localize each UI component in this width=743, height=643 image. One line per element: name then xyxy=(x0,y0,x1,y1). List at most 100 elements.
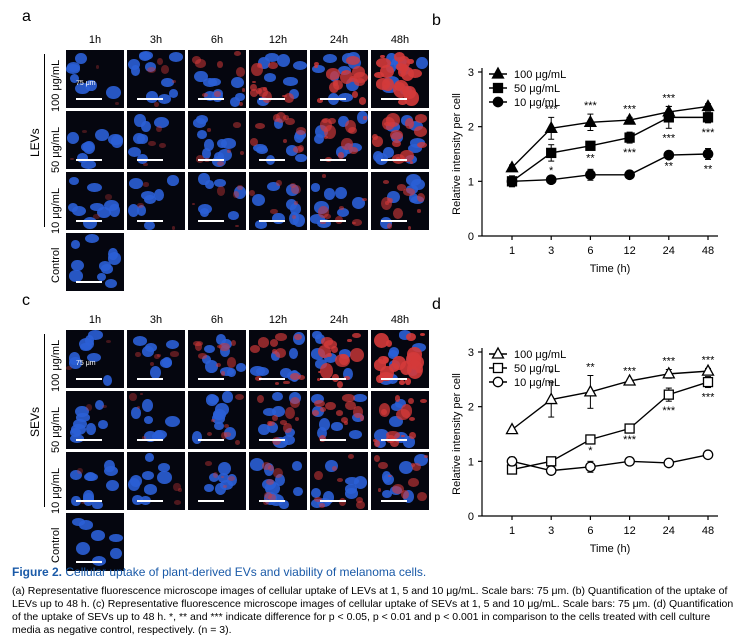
levs-micrograph xyxy=(66,233,124,291)
chart-d-significance-label: *** xyxy=(662,405,676,417)
levs-time-label: 1h xyxy=(88,34,102,46)
sevs-micrograph xyxy=(66,452,124,510)
levs-micrograph xyxy=(310,111,368,169)
chart-b-x-tick-label: 24 xyxy=(663,245,675,257)
chart-d-y-tick-label: 3 xyxy=(468,347,474,359)
levs-micrograph: 75 μm xyxy=(66,50,124,108)
scale-bar xyxy=(76,220,102,222)
chart-d-legend-marker xyxy=(492,376,504,388)
scale-bar xyxy=(259,378,285,380)
levs-micrograph xyxy=(127,172,185,230)
levs-image-grid: 1h 3h 6h 12h 24h 48h 75 μm 100 μg/mL 50 μg/mL 10 … xyxy=(0,0,429,291)
chart-b-y-tick-label: 0 xyxy=(468,231,474,243)
levs-micrograph xyxy=(371,111,429,169)
scale-bar xyxy=(259,439,285,441)
sevs-row-label: Control xyxy=(50,527,62,563)
chart-b-data-point xyxy=(585,140,596,151)
scale-bar xyxy=(381,439,407,441)
figure-label: Figure 2. xyxy=(12,565,63,579)
chart-b-significance-label: *** xyxy=(623,147,637,159)
chart-b-significance-label: *** xyxy=(623,103,637,115)
scale-bar xyxy=(320,220,346,222)
sevs-micrograph xyxy=(310,330,368,388)
sevs-row-label: 50 μg/mL xyxy=(50,406,62,453)
chart-d-data-point xyxy=(624,423,635,434)
levs-micrograph xyxy=(371,50,429,108)
chart-b-data-point xyxy=(623,112,637,125)
scale-bar xyxy=(198,159,224,161)
chart-d-x-tick-label: 12 xyxy=(623,525,635,537)
chart-b-y-axis-label: Relative intensity per cell xyxy=(451,93,463,215)
chart-b-data-point xyxy=(583,114,597,127)
chart-d-legend-label: 50 μg/mL xyxy=(514,363,560,375)
chart-d-data-point xyxy=(624,455,635,467)
chart-b-significance-label: *** xyxy=(702,127,716,139)
scale-bar xyxy=(259,159,285,161)
levs-time-label: 48h xyxy=(390,34,410,46)
sevs-micrograph xyxy=(127,391,185,449)
chart-b-series-line xyxy=(511,153,709,183)
scale-bar xyxy=(381,220,407,222)
sevs-micrograph xyxy=(371,330,429,388)
chart-d-data-point xyxy=(585,461,596,473)
chart-d-legend-marker xyxy=(491,346,505,359)
sevs-time-label: 1h xyxy=(88,314,102,326)
chart-d-significance-label: *** xyxy=(623,434,637,446)
chart-b-significance-label: *** xyxy=(662,132,676,144)
chart-d-legend-marker xyxy=(492,362,504,374)
chart-d-series-line xyxy=(511,381,709,471)
sevs-micrograph xyxy=(371,452,429,510)
sevs-micrograph xyxy=(66,391,124,449)
sevs-time-label: 12h xyxy=(268,314,288,326)
sevs-micrograph xyxy=(310,452,368,510)
figure-title-text: Cellular uptake of plant-derived EVs and… xyxy=(65,565,427,579)
levs-micrograph xyxy=(188,50,246,108)
chart-d-y-tick-label: 1 xyxy=(468,456,474,468)
scale-bar xyxy=(76,439,102,441)
panel-letter-a: a xyxy=(22,8,31,25)
chart-b-data-point xyxy=(624,132,635,143)
scale-bar xyxy=(137,439,163,441)
chart-d-x-axis-label: Time (h) xyxy=(590,543,631,555)
chart-b-x-tick-label: 12 xyxy=(623,245,635,257)
sevs-row-label: 10 μg/mL xyxy=(50,467,62,514)
chart-b-legend-label: 50 μg/mL xyxy=(514,83,560,95)
sevs-micrograph: 75 μm xyxy=(66,330,124,388)
chart-b-data-point xyxy=(701,99,715,112)
chart-d-significance-label: *** xyxy=(623,365,637,377)
levs-group-bracket xyxy=(44,54,45,227)
levs-micrograph xyxy=(310,172,368,230)
scale-bar xyxy=(381,98,407,100)
levs-time-label: 6h xyxy=(210,34,224,46)
sevs-micrograph xyxy=(127,330,185,388)
levs-micrograph xyxy=(310,50,368,108)
scale-bar xyxy=(381,500,407,502)
sevs-time-label: 24h xyxy=(329,314,349,326)
chart-d-data-point xyxy=(623,373,637,386)
scale-bar xyxy=(76,500,102,502)
sevs-micrograph xyxy=(188,330,246,388)
chart-b-series-line xyxy=(511,105,709,169)
chart-b-data-point xyxy=(702,148,714,160)
levs-time-label: 12h xyxy=(268,34,288,46)
figure-caption: (a) Representative fluorescence microsco… xyxy=(12,585,734,636)
chart-b-data-point xyxy=(585,169,596,181)
scale-bar xyxy=(320,98,346,100)
levs-time-label: 3h xyxy=(149,34,163,46)
scale-bar xyxy=(320,439,346,441)
sevs-micrograph xyxy=(188,391,246,449)
scale-bar xyxy=(381,159,407,161)
sevs-micrograph xyxy=(249,391,307,449)
figure-title: Figure 2. Cellular uptake of plant-deriv… xyxy=(12,565,426,579)
chart-d-series-line xyxy=(511,454,709,472)
chart-d-significance-label: * xyxy=(549,368,554,380)
levs-micrograph xyxy=(249,50,307,108)
chart-b-legend-label: 10 μg/mL xyxy=(514,97,560,109)
chart-b-x-tick-label: 3 xyxy=(548,245,554,257)
chart-b-series-line xyxy=(511,116,708,182)
chart-b-data-point xyxy=(546,147,557,159)
chart-b-data-point xyxy=(702,112,714,123)
scale-bar xyxy=(259,98,285,100)
scale-bar xyxy=(259,220,285,222)
sevs-row-label: 100 μg/mL xyxy=(50,339,62,392)
